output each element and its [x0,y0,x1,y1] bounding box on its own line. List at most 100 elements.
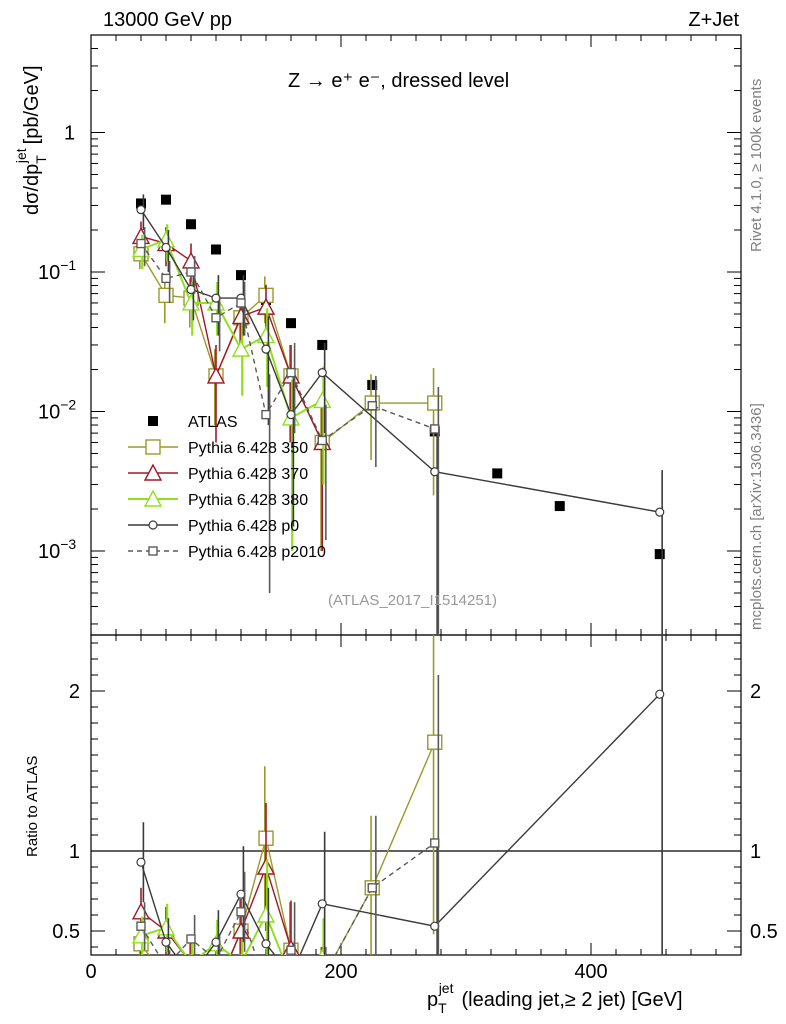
data-point [256,905,276,923]
legend-label: Pythia 6.428 350 [188,440,308,457]
legend-item: Pythia 6.428 p0 [128,518,299,535]
main-y-tick-exp: −1 [60,257,76,273]
data-point [161,242,171,253]
data-point [231,339,251,357]
data-point [283,969,299,984]
legend-label: Pythia 6.428 370 [188,466,308,483]
main-y-tick-label: 10−1 [38,257,76,284]
data-point [367,883,377,893]
data-point [131,902,151,920]
legend-marker [145,439,161,455]
series-pythia-6-428-p2010 [136,227,440,635]
data-point [136,921,146,931]
data-point [236,907,246,917]
data-point [186,934,196,944]
main-y-tick-label: 10−3 [38,536,76,563]
main-series-group [131,194,665,635]
data-point [427,734,443,750]
main-y-tick-exp: −2 [60,397,76,413]
ratio-plot-frame [90,634,742,956]
data-point [430,467,440,477]
data-point [430,921,440,931]
main-y-tick-base: 10 [38,541,60,563]
data-point [262,981,270,989]
series-line [140,842,436,955]
main-y-tick-exp: −3 [60,536,76,552]
legend-label: Pythia 6.428 p2010 [188,544,326,561]
legend-item: Pythia 6.428 350 [128,439,308,457]
x-tick-label: 200 [324,961,357,983]
data-point [287,972,295,980]
legend-marker [148,416,158,426]
main-y-tick-base: 1 [64,123,75,145]
data-point [161,194,171,205]
data-point [162,962,170,970]
data-point [161,273,171,284]
analysis-watermark: (ATLAS_2017_I1514251) [328,592,497,609]
data-point [261,939,271,949]
data-point [236,270,246,281]
data-point [655,507,665,517]
data-point [317,339,328,350]
ratio-series-group [131,635,665,999]
data-point [286,367,296,378]
data-point [554,501,565,512]
data-point [190,953,192,955]
data-point [158,287,174,304]
data-point [430,424,440,434]
data-point [313,390,332,409]
ratio-y-tick-label: 2 [69,681,80,703]
data-point [286,318,296,329]
main-y-tick-base: 10 [38,402,60,424]
series-line [140,209,660,513]
ratio-plot-area [131,635,665,999]
data-point [256,857,276,875]
series-line [140,243,435,442]
main-plot-area [131,194,665,635]
ratio-y-axis-label: Ratio to ATLAS [24,756,41,857]
ratio-y-tick-label: 1 [69,841,80,863]
data-point [136,238,146,249]
data-point [181,251,201,269]
legend-item: ATLAS [148,414,238,431]
series-pythia-6-428-370 [131,803,324,955]
x-axis-label: pTjet(leading jet,≥ 2 jet) [GeV] [427,980,683,1016]
data-point [187,972,195,980]
data-point [211,244,221,255]
data-point [256,326,276,344]
x-tick-label: 400 [574,961,607,983]
series-pythia-6-428-p0 [136,635,665,980]
legend-item: Pythia 6.428 370 [128,463,308,483]
data-point [654,549,665,560]
ratio-y-tick-label-right: 2 [750,681,761,703]
data-point [186,219,196,230]
data-point [209,985,223,999]
series-pythia-6-428-p0 [136,194,665,635]
ratio-y-tick-label-right: 0.5 [750,921,778,943]
data-point [236,298,246,308]
data-point [317,899,327,909]
data-point [492,468,503,479]
data-point [186,267,196,277]
data-point [190,953,192,955]
data-point [181,293,201,311]
data-point [317,368,327,378]
legend-label: ATLAS [188,414,238,431]
data-point [136,205,146,215]
ratio-y-tick-label-right: 1 [750,841,761,863]
series-pythia-6-428-380 [131,859,326,984]
x-tick-label: 0 [85,961,96,983]
series-pythia-6-428-350 [133,635,443,999]
legend-label: Pythia 6.428 380 [188,492,308,509]
series-line [140,741,436,955]
data-point [286,410,296,420]
data-point [261,409,271,420]
mcplots-text: mcplots.cern.ch [arXiv:1306.3436] [748,403,765,630]
ratio-y-tick-label: 0.5 [52,921,80,943]
data-point [240,953,242,955]
legend-item: Pythia 6.428 p2010 [128,544,326,561]
data-point [430,838,440,848]
data-point [367,379,378,390]
